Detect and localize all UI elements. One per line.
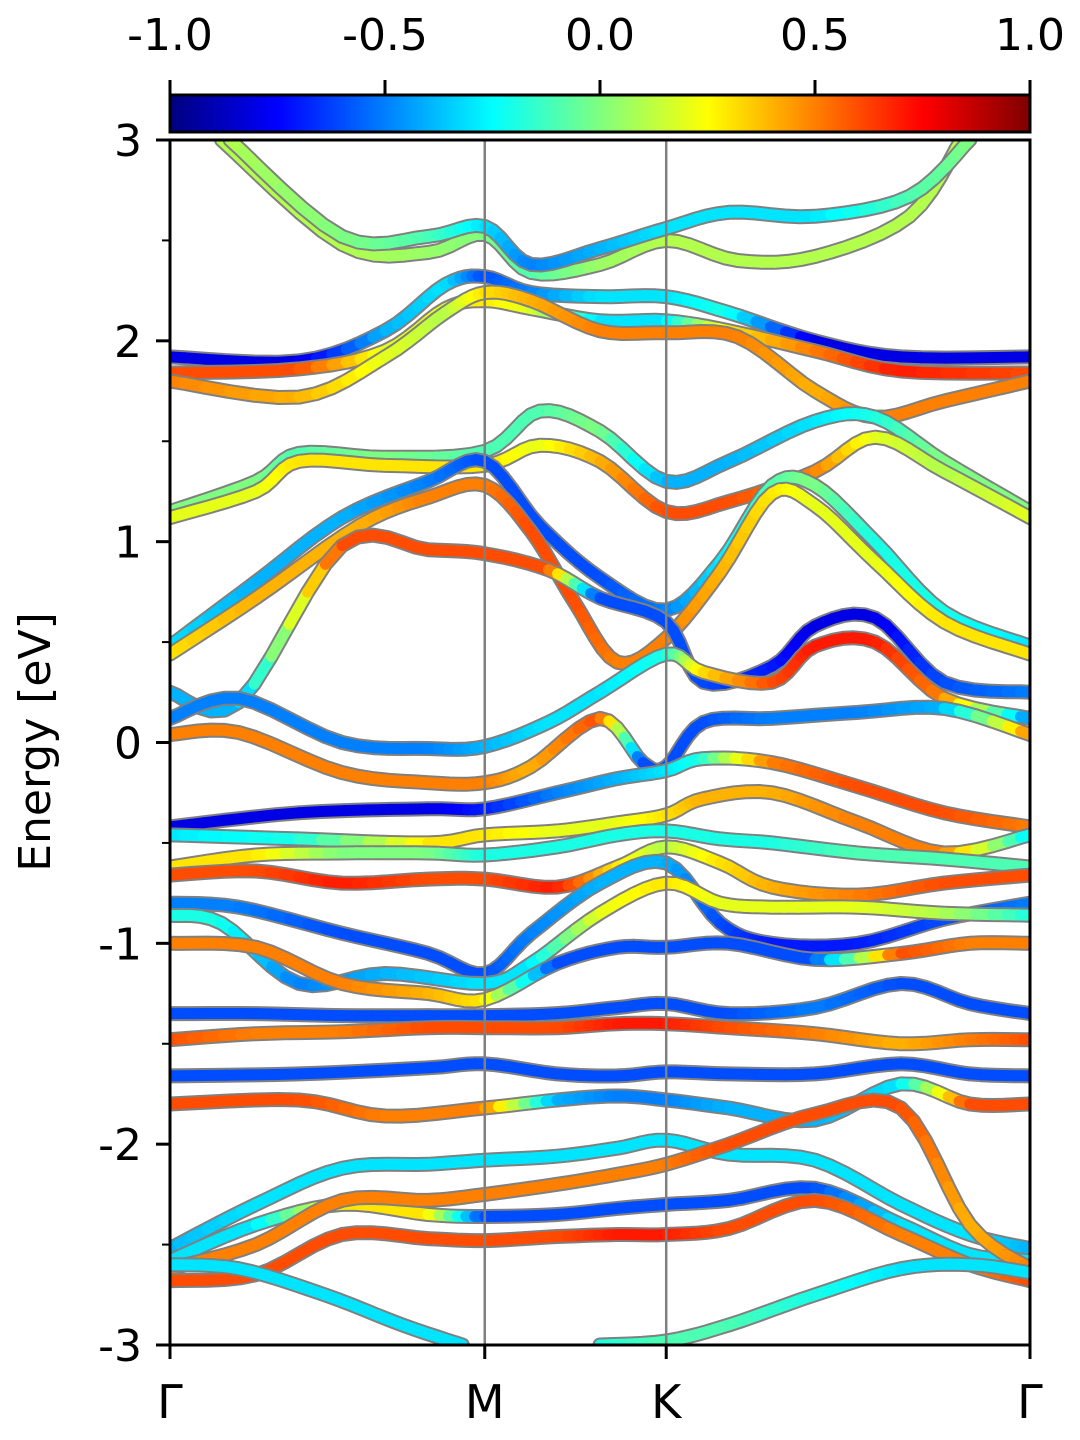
y-tick-label: -3 bbox=[98, 1321, 142, 1372]
colorbar-tick-label: -0.5 bbox=[342, 10, 428, 61]
band-line bbox=[592, 1256, 1030, 1345]
y-tick-label: 0 bbox=[114, 719, 142, 770]
band-line bbox=[170, 1056, 1030, 1084]
y-tick-label: -1 bbox=[98, 919, 142, 970]
band-line bbox=[170, 1076, 1030, 1129]
band-line bbox=[170, 935, 1030, 1009]
x-tick-label: M bbox=[465, 1375, 505, 1429]
colorbar-tick-label: 0.5 bbox=[780, 10, 850, 61]
colorbar-tick-group: -1.0 -0.5 0.0 0.5 1.0 bbox=[127, 10, 1065, 95]
band-line bbox=[170, 1015, 1030, 1052]
y-axis: -3 -2 -1 0 1 2 3 bbox=[98, 116, 170, 1372]
colorbar bbox=[168, 93, 1032, 134]
band-line bbox=[170, 476, 1030, 671]
band-line bbox=[170, 853, 1030, 982]
colorbar-tick-label: -1.0 bbox=[127, 10, 213, 61]
y-tick-label: -2 bbox=[98, 1120, 142, 1171]
band-line bbox=[170, 784, 1030, 861]
band-lines bbox=[170, 140, 1030, 1345]
colorbar-tick-label: 1.0 bbox=[995, 10, 1065, 61]
x-tick-label: Γ bbox=[157, 1375, 183, 1429]
y-tick-label: 3 bbox=[114, 116, 142, 167]
band-line bbox=[170, 1092, 1030, 1277]
band-line bbox=[170, 268, 1030, 370]
k-point-lines bbox=[483, 140, 668, 1345]
colorbar-tick-label: 0.0 bbox=[565, 10, 635, 61]
y-axis-label: Energy [eV] bbox=[10, 612, 61, 872]
band-line bbox=[170, 823, 1030, 875]
band-line bbox=[170, 1132, 1030, 1257]
band-line bbox=[170, 976, 1030, 1024]
band-line bbox=[170, 527, 1030, 719]
band-line bbox=[170, 699, 1030, 792]
band-line bbox=[222, 140, 978, 273]
y-tick-label: 2 bbox=[114, 317, 142, 368]
y-tick-label: 1 bbox=[114, 518, 142, 569]
band-line bbox=[170, 750, 1030, 835]
x-tick-label: Γ bbox=[1017, 1375, 1043, 1429]
x-tick-label: K bbox=[651, 1375, 683, 1429]
